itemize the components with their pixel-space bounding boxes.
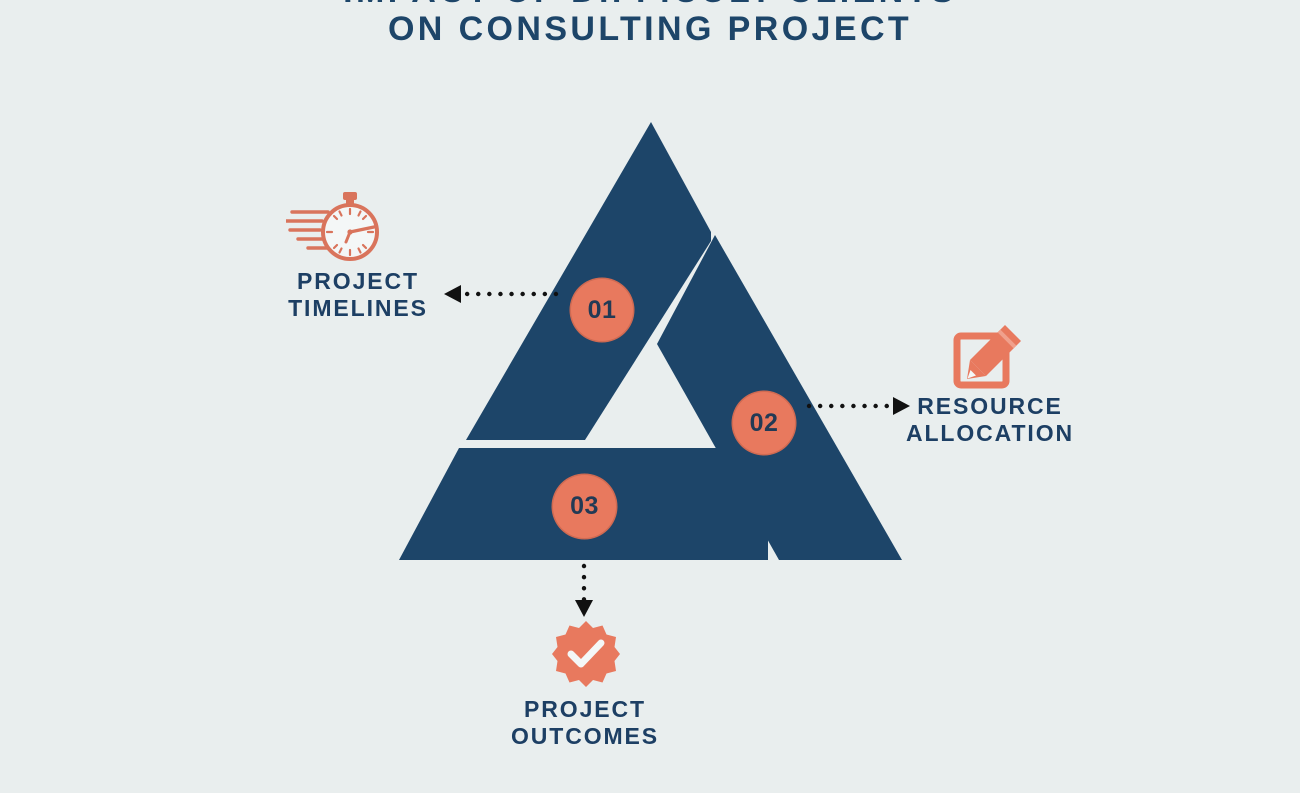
- edit-pencil-icon: [952, 322, 1024, 394]
- step-badge-02[interactable]: 02: [733, 392, 795, 454]
- page-title-line-2: ON CONSULTING PROJECT: [387, 10, 913, 49]
- node-label-project-timelines: PROJECT TIMELINES: [284, 268, 432, 322]
- step-badge-02-number: 02: [749, 408, 779, 437]
- verified-check-badge-icon: [552, 620, 620, 688]
- node-label-project-timelines-line-1: PROJECT: [297, 268, 419, 294]
- connector-right-arrowhead: [893, 397, 910, 415]
- node-label-project-outcomes-line-2: OUTCOMES: [510, 723, 660, 750]
- edit-square-frame: [953, 332, 1010, 389]
- check-mark: [567, 639, 605, 668]
- page-title-line-1: IMPACT OF DIFFICULT CLIENTS: [0, 0, 1300, 10]
- connector-right: [806, 397, 910, 415]
- step-badge-01-number: 01: [587, 295, 617, 324]
- node-label-project-timelines-line-2: TIMELINES: [288, 295, 428, 322]
- connector-down-arrowhead: [575, 600, 593, 617]
- stopwatch-crown: [343, 192, 357, 200]
- step-badge-03-number: 03: [570, 492, 599, 520]
- node-label-resource-allocation: RESOURCE ALLOCATION: [899, 393, 1081, 447]
- stopwatch-ticks: [325, 207, 375, 257]
- node-label-resource-allocation-line-1: RESOURCE: [917, 393, 1063, 419]
- step-badge-03[interactable]: 03: [553, 475, 616, 538]
- node-label-project-outcomes: PROJECT OUTCOMES: [505, 696, 665, 750]
- stopwatch-minute-hand: [348, 225, 376, 234]
- stopwatch-pivot: [347, 229, 353, 235]
- edit-pencil: [967, 325, 1021, 379]
- page-title: IMPACT OF DIFFICULT CLIENTS ON CONSULTIN…: [0, 0, 1300, 48]
- step-badge-01[interactable]: 01: [571, 279, 633, 341]
- node-label-resource-allocation-line-2: ALLOCATION: [905, 420, 1075, 447]
- connector-left: [444, 285, 559, 303]
- stopwatch-icon: [284, 190, 396, 262]
- node-label-project-outcomes-line-1: PROJECT: [524, 696, 646, 722]
- connector-down: [575, 563, 593, 617]
- connector-left-arrowhead: [444, 285, 461, 303]
